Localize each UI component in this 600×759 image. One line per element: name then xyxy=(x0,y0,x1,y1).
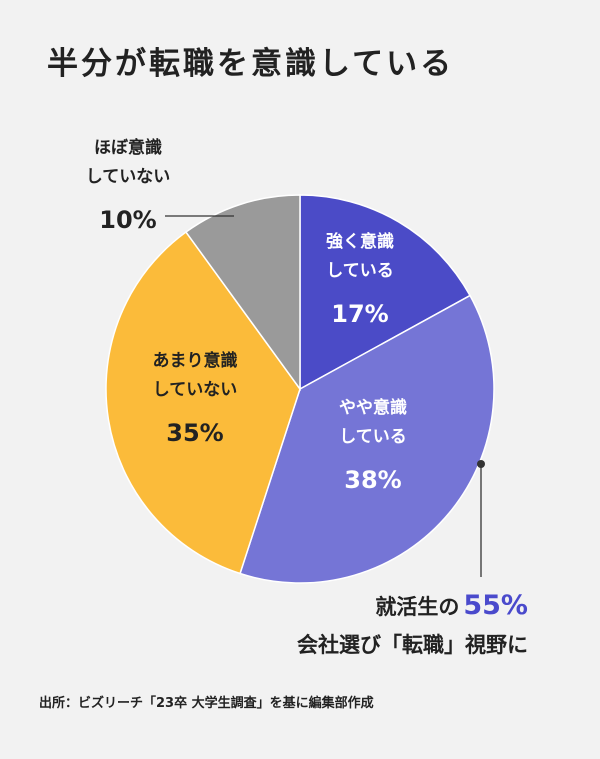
slice-label-text: やや意識 xyxy=(339,397,407,418)
slice-value: 17% xyxy=(331,300,388,328)
slice-label-text: している xyxy=(326,261,394,281)
callout-line-1: 就活生の 55% xyxy=(297,587,528,626)
slice-label-text: あまり意識 xyxy=(153,350,238,371)
slice-label-text: していない xyxy=(86,167,171,187)
slice-label-text: ほぼ意識 xyxy=(94,137,162,158)
callout-line-2: 会社選び「転職」視野に xyxy=(297,633,528,657)
pie-slice-2 xyxy=(239,294,495,584)
pie-slice-1 xyxy=(299,194,472,391)
slice-value: 35% xyxy=(166,419,223,447)
chart-title: 半分が転職を意識している xyxy=(47,46,455,82)
slice-label-text: 強く意識 xyxy=(326,231,394,252)
slice-value: 10% xyxy=(99,206,156,234)
slice-label-text: している xyxy=(339,427,407,447)
pie-slice-3 xyxy=(105,231,301,575)
slice-label-text: していない xyxy=(153,380,238,400)
callout-prefix: 就活生の xyxy=(375,595,460,619)
callout-note: 就活生の 55% 会社選び「転職」視野に xyxy=(297,587,528,664)
callout-value: 55% xyxy=(463,590,528,621)
pie-slice-4 xyxy=(184,194,301,392)
slice-value: 38% xyxy=(344,466,401,494)
source-note: 出所：ビズリーチ「23卒 大学生調査」を基に編集部作成 xyxy=(39,696,374,711)
